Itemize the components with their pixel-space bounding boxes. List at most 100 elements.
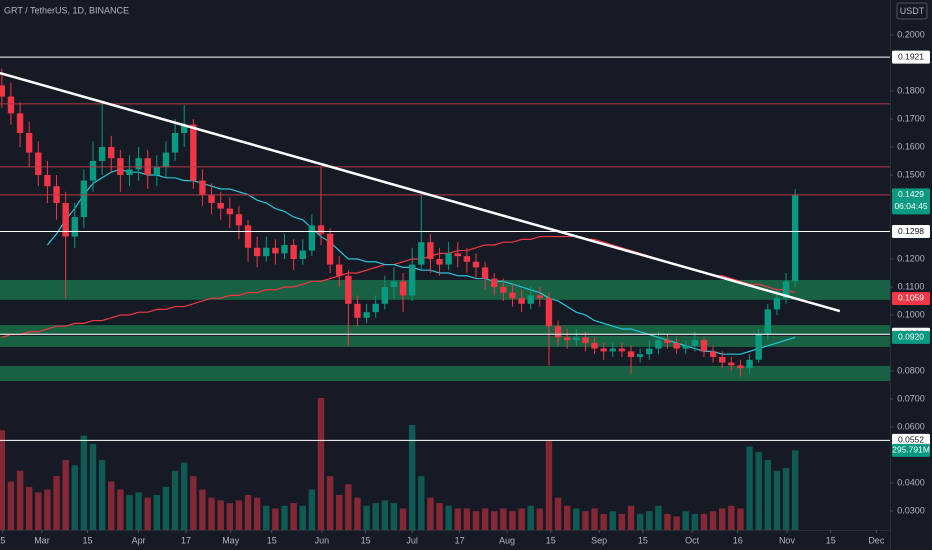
x-tick-label: Aug bbox=[499, 535, 515, 545]
trend-line bbox=[0, 71, 841, 313]
candle-body bbox=[326, 233, 334, 265]
volume-bar bbox=[354, 497, 361, 530]
x-tick-label: 17 bbox=[455, 535, 465, 545]
volume-bar bbox=[472, 511, 480, 530]
volume-bar bbox=[217, 500, 224, 530]
candle-body bbox=[253, 247, 261, 257]
price-tag-label: 0.1429 bbox=[898, 189, 924, 199]
candle-body bbox=[737, 365, 744, 369]
zone bbox=[0, 365, 890, 382]
volume-bar bbox=[682, 511, 689, 530]
volume-bar bbox=[263, 505, 270, 530]
volume-bar bbox=[381, 500, 389, 530]
volume-bar bbox=[171, 470, 179, 530]
volume-bar bbox=[582, 511, 589, 530]
candle-body bbox=[281, 244, 288, 254]
volume-bar bbox=[25, 486, 33, 530]
candle-body bbox=[162, 152, 170, 167]
volume-bar bbox=[98, 459, 106, 530]
y-tick-label: 0.0700 bbox=[897, 393, 925, 403]
candle-body bbox=[782, 281, 790, 299]
volume-bar bbox=[445, 505, 452, 530]
candle-body bbox=[554, 326, 562, 338]
candle-body bbox=[728, 362, 735, 366]
y-tick-label: 0.0800 bbox=[897, 365, 925, 375]
zone bbox=[0, 325, 890, 335]
volume-bar bbox=[636, 513, 644, 530]
volume-bar bbox=[518, 508, 525, 530]
price-tag-label: 0.1298 bbox=[898, 226, 924, 236]
price-tag-label: 0.0552 bbox=[898, 435, 924, 445]
volume-bar bbox=[527, 505, 534, 530]
candle-body bbox=[527, 295, 534, 304]
volume-bar bbox=[454, 508, 461, 530]
candle-body bbox=[126, 169, 133, 175]
x-tick-label: 15 bbox=[826, 535, 836, 545]
x-tick-label: 16 bbox=[733, 535, 743, 545]
volume-bar bbox=[755, 451, 762, 530]
candle-body bbox=[682, 345, 689, 349]
volume-bar bbox=[0, 430, 6, 530]
currency-box[interactable] bbox=[896, 2, 928, 20]
volume-bar bbox=[80, 435, 88, 530]
candle-body bbox=[719, 356, 726, 363]
volume-bar bbox=[764, 459, 771, 530]
volume-bar bbox=[326, 476, 334, 530]
price-tag bbox=[892, 188, 930, 215]
volume-bar bbox=[536, 508, 544, 530]
candle-body bbox=[272, 247, 279, 254]
volume-bar bbox=[190, 476, 197, 530]
volume-bar bbox=[253, 497, 261, 530]
volume-bar bbox=[16, 470, 24, 530]
candle-body bbox=[390, 281, 398, 287]
candle-body bbox=[427, 242, 434, 259]
candle-body bbox=[536, 295, 544, 299]
candle-body bbox=[673, 342, 680, 349]
candle-body bbox=[98, 146, 106, 161]
y-tick-label: 0.2000 bbox=[897, 29, 925, 39]
x-tick-label: 15 bbox=[546, 535, 556, 545]
candle-body bbox=[591, 342, 598, 349]
candle-body bbox=[354, 303, 361, 318]
candle-body bbox=[618, 348, 626, 352]
candle-body bbox=[764, 309, 771, 335]
candle-body bbox=[16, 113, 24, 133]
price-tag bbox=[892, 433, 930, 447]
y-tick-label: 0.1000 bbox=[897, 309, 925, 319]
candle-body bbox=[408, 264, 416, 296]
candle-body bbox=[709, 351, 717, 357]
candle-body bbox=[399, 281, 407, 296]
candle-body bbox=[217, 202, 224, 209]
candle-body bbox=[308, 225, 316, 251]
x-tick-label: Oct bbox=[685, 535, 700, 545]
x-tick-label: 15 bbox=[267, 535, 277, 545]
y-tick-label: 0.0400 bbox=[897, 477, 925, 487]
volume-bar bbox=[791, 450, 799, 530]
volume-bar bbox=[390, 503, 398, 530]
candle-body bbox=[62, 202, 69, 237]
volume-bar bbox=[126, 494, 133, 530]
x-tick-label: Dec bbox=[868, 535, 885, 545]
candle-body bbox=[418, 242, 425, 265]
candle-body bbox=[600, 348, 607, 352]
volume-bar bbox=[308, 489, 316, 530]
x-tick-label: Mar bbox=[34, 535, 50, 545]
candle-body bbox=[244, 225, 252, 248]
currency[interactable]: USDT bbox=[900, 6, 925, 16]
price-tag bbox=[892, 50, 930, 64]
candle-body bbox=[171, 132, 179, 153]
volume-tag bbox=[892, 443, 930, 457]
candle-body bbox=[25, 132, 33, 153]
volume-bar bbox=[408, 424, 416, 530]
candle-body bbox=[0, 85, 6, 97]
x-tick-label: 5 bbox=[0, 535, 5, 545]
volume-bar bbox=[609, 511, 616, 530]
volume-bar bbox=[162, 486, 170, 530]
volume-bar bbox=[44, 489, 51, 530]
volume-bar bbox=[235, 500, 243, 530]
candle-body bbox=[108, 146, 115, 159]
volume-bar bbox=[181, 462, 188, 530]
candle-body bbox=[454, 253, 461, 257]
y-tick-label: 0.1500 bbox=[897, 169, 925, 179]
